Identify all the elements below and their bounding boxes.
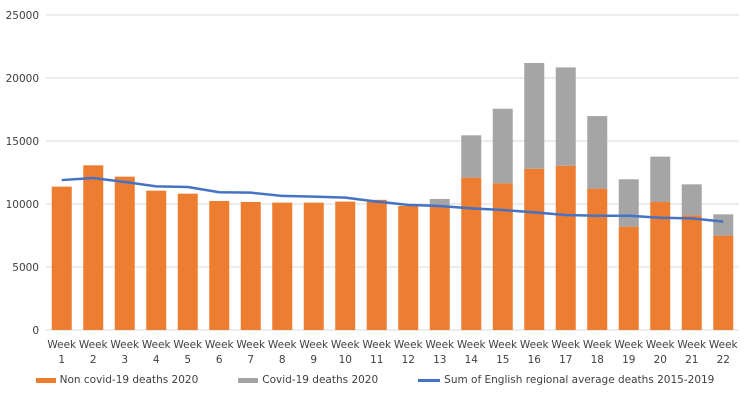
y-tick-label: 25000 [6, 10, 39, 22]
x-tick-label: 20 [654, 354, 667, 366]
bar-non-covid [303, 202, 324, 330]
legend-item-covid: Covid-19 deaths 2020 [238, 374, 378, 386]
y-tick-label: 10000 [6, 199, 39, 211]
x-tick-label: Week [488, 339, 518, 351]
legend-label: Sum of English regional average deaths 2… [444, 374, 715, 386]
bar-non-covid [114, 176, 135, 330]
x-tick-label: 15 [496, 354, 509, 366]
x-tick-label: 22 [717, 354, 730, 366]
x-tick-label: 18 [591, 354, 604, 366]
bar-covid [713, 214, 734, 236]
x-tick-label: 2 [90, 354, 97, 366]
x-tick-label: 17 [559, 354, 572, 366]
x-tick-label: 21 [685, 354, 698, 366]
bar-non-covid [713, 235, 734, 330]
x-tick-label: Week [646, 339, 676, 351]
legend-item-non-covid: Non covid-19 deaths 2020 [35, 374, 199, 386]
x-tick-label: Week [394, 339, 424, 351]
legend-swatch-orange [35, 377, 56, 383]
bar-non-covid [146, 190, 167, 330]
x-tick-label: Week [205, 339, 235, 351]
bar-covid [524, 63, 545, 169]
bar-non-covid [240, 201, 261, 330]
bar-non-covid [587, 188, 608, 330]
bar-non-covid [618, 226, 639, 330]
x-tick-label: Week [520, 339, 550, 351]
x-tick-label: 7 [247, 354, 254, 366]
bar-non-covid [209, 200, 230, 330]
legend-item-average: Sum of English regional average deaths 2… [418, 374, 714, 386]
y-tick-label: 0 [32, 325, 39, 337]
x-tick-label: Week [677, 339, 707, 351]
x-tick-label: 14 [465, 354, 479, 366]
bar-non-covid [366, 199, 387, 330]
bar-non-covid [429, 205, 450, 330]
y-tick-label: 15000 [6, 136, 39, 148]
bar-covid [618, 179, 639, 227]
x-tick-label: 5 [184, 354, 191, 366]
bar-non-covid [681, 215, 702, 330]
bar-non-covid [398, 205, 419, 330]
x-tick-label: 11 [370, 354, 383, 366]
bar-non-covid [555, 165, 576, 330]
y-tick-label: 20000 [6, 73, 39, 85]
bar-non-covid [492, 183, 513, 330]
x-tick-label: Week [299, 339, 329, 351]
y-tick-label: 5000 [12, 262, 39, 274]
x-tick-label: 13 [433, 354, 446, 366]
bar-covid [461, 135, 482, 178]
bar-non-covid [335, 201, 356, 330]
chart: 0 5000 10000 15000 20000 25000 Week 1 Week 2 Week 3… [6, 10, 739, 366]
bar-covid [492, 108, 513, 184]
bar-non-covid [83, 165, 104, 330]
bar-covid [650, 156, 671, 202]
x-tick-label: Week [142, 339, 172, 351]
x-tick-label: 8 [279, 354, 286, 366]
x-tick-label: Week [236, 339, 266, 351]
x-tick-label: Week [709, 339, 739, 351]
bar-covid [587, 116, 608, 189]
x-tick-label: Week [268, 339, 298, 351]
average-deaths-line [61, 176, 724, 223]
bar-non-covid [650, 201, 671, 330]
legend-swatch-gray [238, 377, 259, 383]
x-tick-label: 1 [58, 354, 65, 366]
x-tick-label: Week [551, 339, 581, 351]
x-tick-label: 6 [216, 354, 223, 366]
x-tick-label: 10 [339, 354, 352, 366]
x-tick-label: Week [425, 339, 455, 351]
x-tick-label: 3 [121, 354, 128, 366]
x-tick-label: Week [173, 339, 203, 351]
x-tick-label: 16 [528, 354, 542, 366]
bar-non-covid [272, 202, 293, 330]
x-tick-label: Week [110, 339, 140, 351]
bar-non-covid [51, 186, 72, 330]
x-tick-label: 4 [153, 354, 160, 366]
legend-swatch-line [418, 378, 441, 382]
bar-covid [555, 67, 576, 166]
x-tick-label: Week [614, 339, 644, 351]
x-tick-label: 9 [310, 354, 317, 366]
x-tick-label: Week [79, 339, 109, 351]
x-tick-label: 19 [622, 354, 635, 366]
legend-label: Covid-19 deaths 2020 [262, 374, 379, 386]
x-tick-label: Week [47, 339, 77, 351]
bar-non-covid [177, 193, 198, 330]
x-tick-label: 12 [402, 354, 415, 366]
x-tick-label: Week [362, 339, 392, 351]
legend-label: Non covid-19 deaths 2020 [59, 374, 199, 386]
bar-covid [681, 184, 702, 216]
bar-non-covid [461, 177, 482, 330]
x-tick-label: Week [457, 339, 487, 351]
legend: Non covid-19 deaths 2020 Covid-19 deaths… [0, 374, 750, 386]
bar-non-covid [524, 168, 545, 330]
bar-covid [429, 198, 450, 206]
x-tick-label: Week [583, 339, 613, 351]
x-tick-label: Week [331, 339, 361, 351]
